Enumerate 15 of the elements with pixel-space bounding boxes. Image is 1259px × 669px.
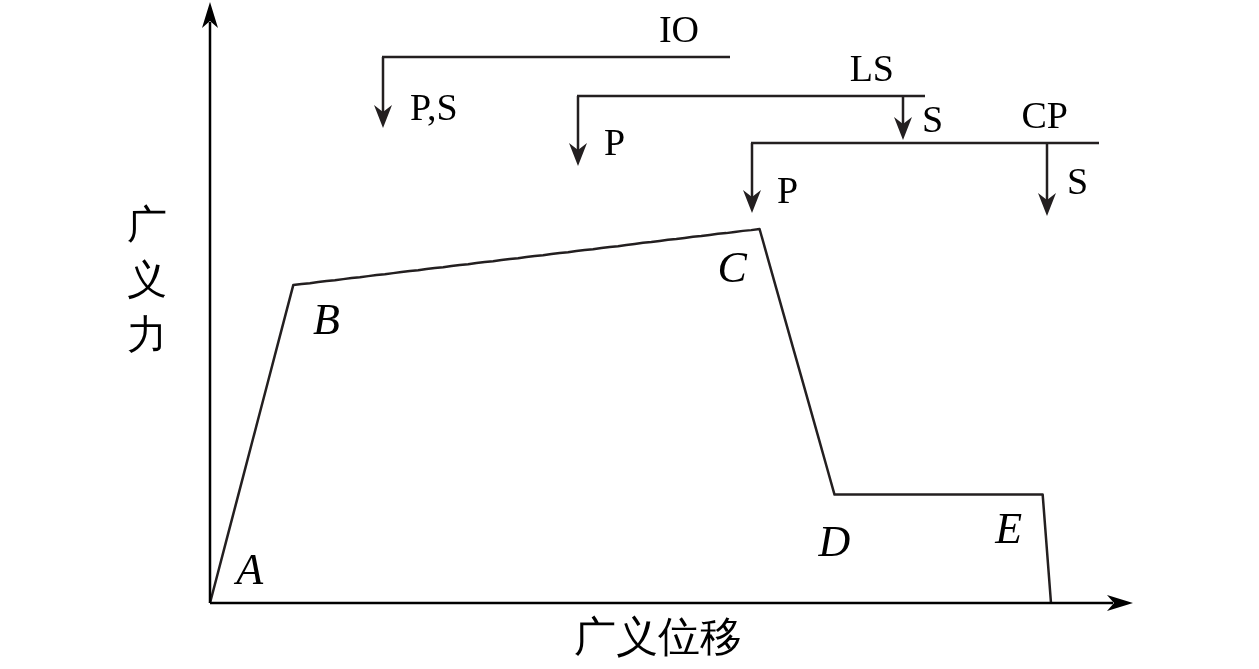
text: IO <box>658 7 699 50</box>
annotation: A <box>233 545 265 595</box>
text: P <box>777 168 799 211</box>
text: P <box>604 120 626 163</box>
text: LS <box>849 46 894 89</box>
x-axis-title: 广义位移 <box>573 614 742 661</box>
text: P,S <box>410 85 458 128</box>
text: S <box>922 97 944 140</box>
annotation: D <box>817 517 851 567</box>
text: S <box>1067 159 1089 202</box>
y-axis-title: 广义力 <box>127 201 168 359</box>
annotation: C <box>717 243 748 293</box>
annotation: E <box>994 503 1023 553</box>
annotation: B <box>312 295 340 345</box>
text: CP <box>1021 93 1068 136</box>
